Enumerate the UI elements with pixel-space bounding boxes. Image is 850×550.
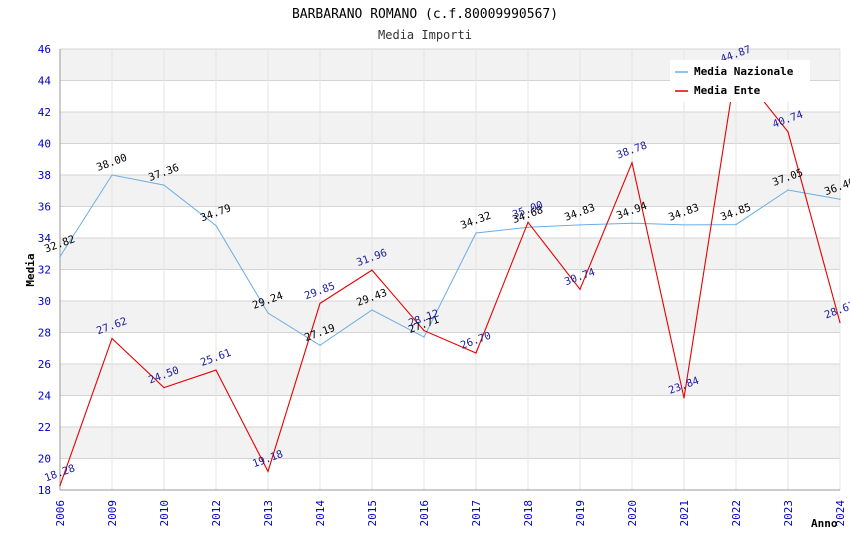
data-point-media-ente (371, 269, 373, 271)
data-point-media-nazionale (163, 184, 165, 186)
x-tick-label: 2020 (626, 500, 639, 527)
y-tick-label: 18 (38, 484, 51, 497)
y-tick-label: 32 (38, 264, 51, 277)
data-point-media-nazionale (59, 255, 61, 258)
y-tick-label: 22 (38, 421, 51, 434)
data-point-media-ente (163, 387, 165, 389)
y-axis-label: Media (24, 253, 37, 286)
grid-band (60, 112, 840, 144)
x-tick-label: 2014 (314, 500, 327, 527)
grid-band (60, 427, 840, 459)
data-point-media-nazionale (371, 309, 373, 311)
x-tick-label: 2017 (470, 500, 483, 527)
data-point-media-ente (683, 397, 685, 399)
data-point-media-nazionale (631, 222, 633, 224)
data-point-media-nazionale (319, 344, 321, 346)
data-point-media-nazionale (787, 189, 789, 191)
grid-band (60, 458, 840, 490)
data-point-media-nazionale (215, 224, 217, 227)
x-tick-label: 2006 (54, 500, 67, 527)
data-point-media-ente (839, 321, 841, 324)
data-point-media-ente (787, 131, 789, 133)
y-tick-label: 42 (38, 106, 51, 119)
y-tick-label: 44 (38, 75, 52, 88)
chart-subtitle: Media Importi (378, 28, 472, 42)
data-point-media-nazionale (111, 174, 113, 176)
y-tick-label: 38 (38, 169, 51, 182)
y-tick-label: 24 (38, 390, 52, 403)
x-tick-label: 2022 (730, 500, 743, 527)
y-tick-label: 34 (38, 232, 52, 245)
x-tick-label: 2009 (106, 500, 119, 527)
grid-band (60, 395, 840, 427)
chart-title: BARBARANO ROMANO (c.f.80009990567) (292, 7, 558, 22)
data-point-media-ente (423, 330, 425, 332)
data-point-media-nazionale (527, 226, 529, 228)
plot-bands (60, 49, 840, 490)
y-tick-label: 30 (38, 295, 51, 308)
data-point-media-ente (631, 162, 633, 164)
data-point-media-ente (319, 302, 321, 304)
y-tick-label: 20 (38, 453, 51, 466)
data-point-media-nazionale (423, 336, 425, 338)
data-point-media-nazionale (475, 232, 477, 234)
grid-band (60, 364, 840, 396)
x-tick-label: 2016 (418, 500, 431, 527)
y-tick-label: 28 (38, 327, 51, 340)
x-tick-label: 2010 (158, 500, 171, 527)
x-tick-label: 2018 (522, 500, 535, 527)
legend-label-media-ente: Media Ente (694, 84, 761, 97)
grid-band (60, 175, 840, 207)
legend-label-media-nazionale: Media Nazionale (694, 65, 794, 78)
x-tick-label: 2023 (782, 500, 795, 527)
x-tick-label: 2013 (262, 500, 275, 527)
data-point-media-nazionale (735, 224, 737, 226)
x-axis-label: Anno (811, 517, 838, 530)
series-line-media-nazionale (59, 174, 841, 346)
x-tick-label: 2021 (678, 500, 691, 527)
data-point-media-ente (475, 352, 477, 354)
y-tick-label: 26 (38, 358, 51, 371)
data-point-media-nazionale (267, 312, 269, 314)
data-point-media-ente (59, 484, 61, 487)
legend: Media Nazionale Media Ente (670, 60, 810, 102)
data-point-media-ente (267, 470, 269, 473)
x-tick-label: 2012 (210, 500, 223, 527)
grid-band (60, 301, 840, 333)
series-layer (59, 65, 841, 487)
x-tick-label: 2024 (834, 500, 847, 527)
data-point-media-ente (579, 288, 581, 290)
data-point-media-ente (111, 337, 113, 340)
series-line-media-ente (59, 65, 841, 486)
y-tick-label: 40 (38, 138, 51, 151)
data-point-media-ente (215, 369, 217, 371)
y-tick-label: 46 (38, 43, 51, 56)
data-point-media-nazionale (839, 198, 841, 200)
grid-band (60, 143, 840, 175)
data-point-media-ente (527, 221, 529, 223)
legend-box (670, 60, 810, 102)
data-point-media-nazionale (579, 224, 581, 226)
data-point-media-nazionale (683, 224, 685, 226)
grid-band (60, 332, 840, 364)
grid-band (60, 238, 840, 270)
x-tick-label: 2019 (574, 500, 587, 527)
y-tick-label: 36 (38, 201, 51, 214)
x-tick-label: 2015 (366, 500, 379, 527)
